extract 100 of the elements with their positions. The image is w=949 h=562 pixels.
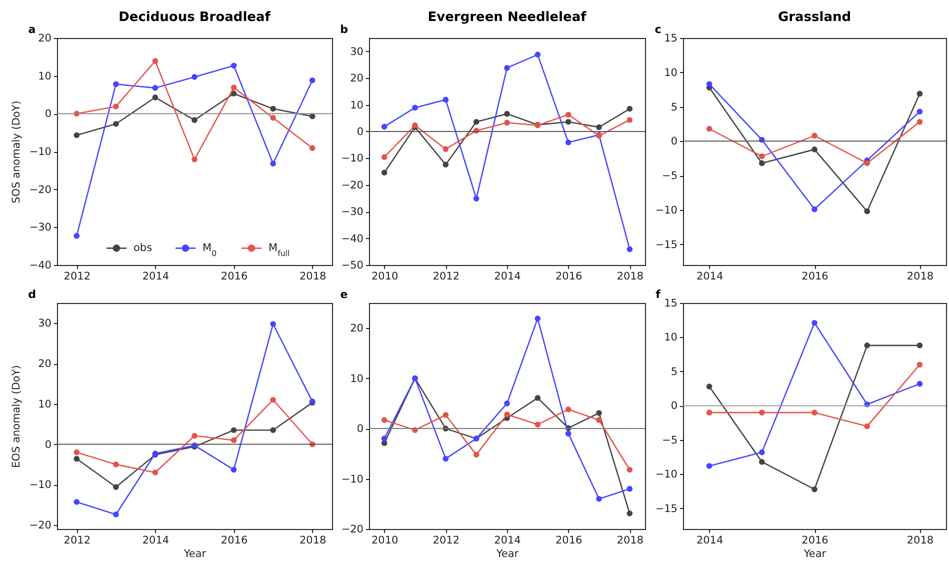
y-tick-label: −40: [29, 260, 52, 272]
x-tick-label: 2010: [371, 534, 398, 546]
point: [473, 118, 480, 125]
text: b: [340, 23, 348, 36]
point: [864, 342, 870, 348]
point: [812, 410, 818, 416]
x-tick-label: 2016: [555, 270, 583, 282]
x-tick-label: 2018: [906, 534, 934, 546]
y-axis-title: SOS anomaly (DoY): [10, 100, 22, 204]
point: [442, 412, 449, 418]
point: [412, 104, 418, 111]
point: [192, 156, 198, 162]
chart-title: Grassland: [778, 10, 852, 25]
point: [626, 117, 633, 123]
point: [113, 462, 119, 468]
y-tick-label: 0: [356, 423, 364, 436]
point: [442, 456, 449, 462]
y-tick-label: 0: [44, 108, 52, 120]
point: [152, 85, 158, 91]
x-tick-label: 2016: [802, 534, 829, 546]
point: [504, 65, 510, 71]
x-tick-label: 2018: [616, 270, 644, 282]
point: [626, 106, 633, 112]
x-tick-label: 2018: [906, 270, 934, 282]
y-tick-label: 20: [38, 32, 52, 44]
point: [916, 342, 923, 348]
point: [230, 62, 237, 69]
x-tick-label: 2014: [494, 534, 522, 546]
point: [758, 449, 765, 456]
point: [706, 384, 712, 390]
point: [812, 320, 818, 326]
point: [916, 108, 923, 115]
point: [812, 206, 818, 212]
text: d: [28, 288, 36, 301]
y-tick-label: −15: [655, 502, 678, 515]
point: [230, 437, 237, 444]
point: [270, 160, 276, 167]
x-tick-label: 2016: [555, 534, 583, 546]
point: [192, 117, 198, 124]
y-tick-label: −20: [29, 519, 52, 532]
point: [916, 119, 923, 125]
point: [916, 380, 923, 387]
y-tick-label: 20: [38, 358, 52, 370]
point: [270, 396, 276, 403]
y-tick-label: −10: [29, 146, 52, 158]
point: [706, 410, 712, 416]
legend-label: M$_{0}$: [202, 242, 217, 258]
y-tick-label: 10: [664, 66, 678, 79]
point: [270, 106, 276, 112]
x-tick-label: 2014: [142, 534, 170, 546]
point: [113, 104, 119, 110]
point: [473, 452, 480, 458]
point: [381, 124, 388, 130]
point: [864, 423, 870, 430]
point: [565, 430, 572, 436]
point: [74, 499, 80, 505]
x-tick-label: 2016: [220, 534, 248, 546]
y-tick-label: −20: [341, 179, 364, 192]
point: [626, 486, 633, 492]
y-tick-label: −10: [341, 152, 364, 165]
y-tick-label: −15: [655, 238, 678, 251]
x-axis-title: Year: [182, 548, 207, 560]
chart-title: Evergreen Needleleaf: [428, 10, 587, 25]
point: [113, 120, 119, 127]
point: [706, 126, 712, 132]
point: [270, 427, 276, 434]
point: [192, 432, 198, 439]
point: [864, 208, 870, 214]
point: [442, 162, 449, 168]
point: [758, 458, 765, 465]
point: [381, 436, 388, 442]
x-tick-label: 2012: [432, 270, 460, 282]
legend-label: M$_{full}$: [268, 242, 290, 258]
y-tick-label: 15: [664, 298, 678, 310]
y-tick-label: −50: [341, 260, 364, 272]
point: [113, 484, 119, 490]
y-tick-label: −30: [341, 206, 364, 218]
x-tick-label: 2012: [64, 270, 91, 282]
text: f: [656, 288, 661, 301]
text: e: [340, 288, 348, 301]
point: [74, 232, 80, 239]
point: [74, 449, 80, 456]
y-tick-label: 10: [350, 99, 364, 112]
point: [309, 77, 316, 84]
x-tick-label: 2018: [616, 534, 644, 546]
y-tick-label: −40: [341, 232, 364, 245]
x-tick-label: 2010: [371, 270, 398, 282]
x-axis-title: Year: [802, 548, 827, 560]
point: [565, 118, 572, 125]
x-tick-label: 2016: [220, 270, 248, 282]
y-tick-label: −5: [662, 170, 678, 182]
y-tick-label: −10: [29, 479, 52, 492]
text: a: [28, 23, 36, 36]
point: [534, 395, 541, 401]
point: [626, 510, 633, 516]
y-tick-label: 0: [356, 126, 364, 138]
point: [74, 456, 80, 462]
x-tick-label: 2014: [696, 270, 724, 282]
point: [74, 132, 80, 138]
point: [381, 417, 388, 423]
